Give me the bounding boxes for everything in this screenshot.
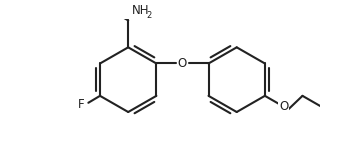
Text: O: O xyxy=(279,100,288,113)
Text: NH: NH xyxy=(132,4,150,17)
Text: O: O xyxy=(178,57,187,70)
Text: 2: 2 xyxy=(146,11,151,20)
Text: F: F xyxy=(78,98,84,111)
